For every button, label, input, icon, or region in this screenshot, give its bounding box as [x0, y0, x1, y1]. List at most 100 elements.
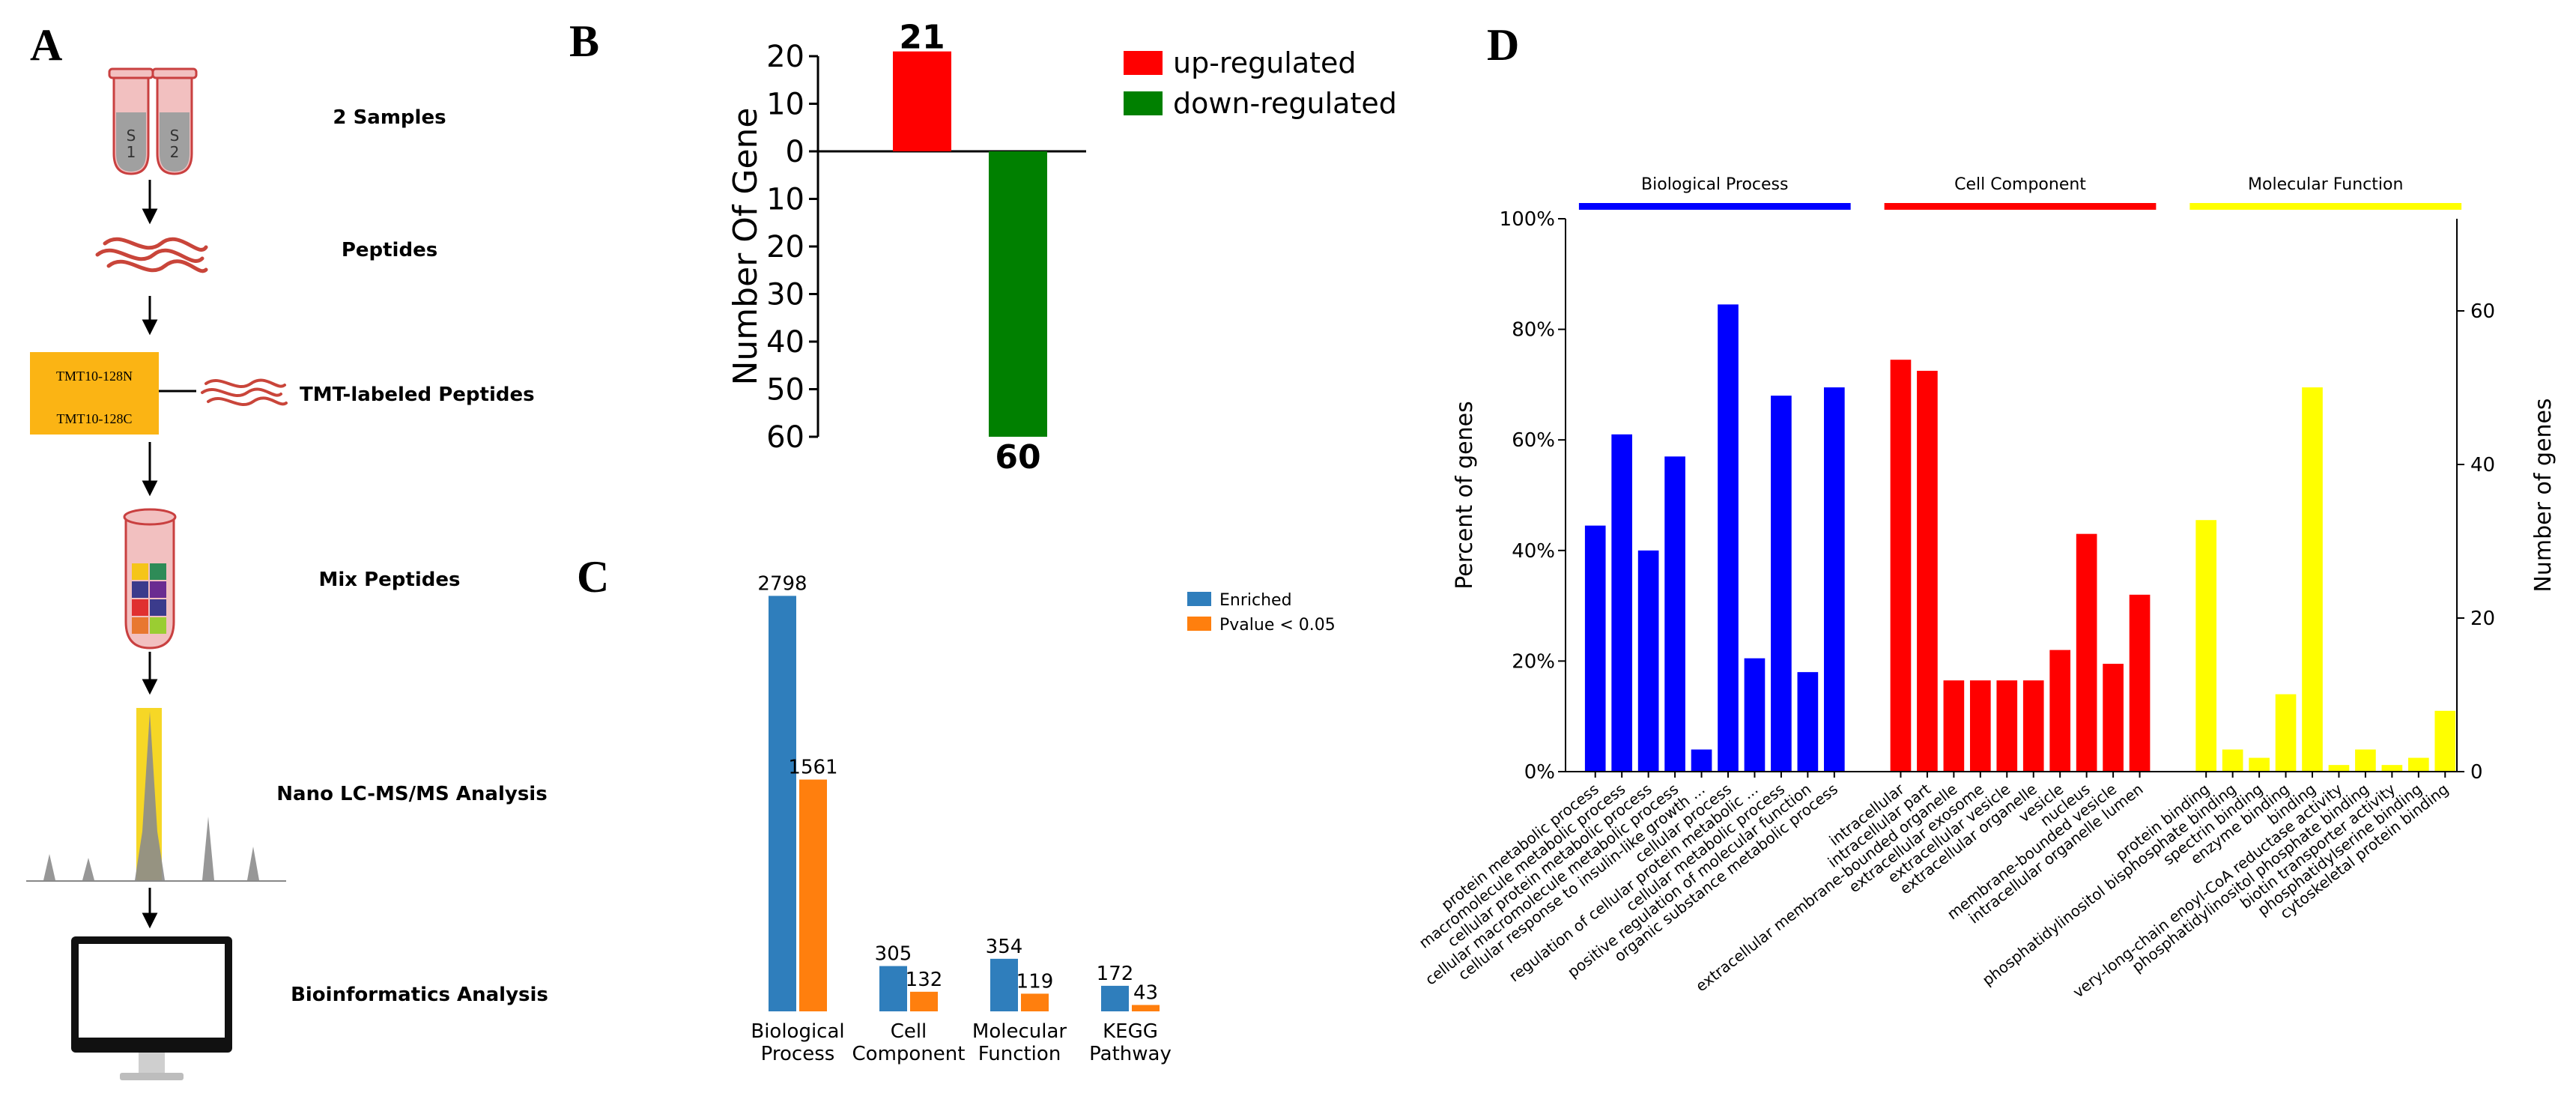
sample-tube-2: S 2	[151, 67, 198, 175]
chart-c-bar-pvalue-0-05	[1021, 993, 1049, 1011]
chart-b-y-tick-label: 20	[766, 230, 804, 264]
chart-b-y-tick-label: 40	[766, 325, 804, 360]
chart-c-data-label: 2798	[757, 572, 807, 595]
chart-c-x-tick-label: Molecular	[972, 1020, 1067, 1043]
chart-d-bar	[2129, 594, 2151, 772]
chart-c-x-tick-label: Pathway	[1089, 1043, 1172, 1065]
chart-d-bar	[1611, 434, 1633, 772]
chart-d-group-label: Cell Component	[1954, 175, 2086, 194]
chart-c-data-label: 1561	[788, 757, 837, 779]
chart-d-bar	[2355, 749, 2376, 772]
chart-d-bar	[1917, 370, 1938, 772]
chart-c-x-tick-label: Function	[978, 1043, 1061, 1065]
chart-d-bar	[1691, 749, 1712, 772]
chart-b-data-label: 21	[899, 19, 945, 57]
chart-d-bar	[2275, 694, 2297, 772]
chart-d-bar	[1890, 360, 1912, 772]
chart-c-x-tick-label: Cell	[891, 1020, 927, 1043]
sample-tube-1: S 1	[108, 67, 154, 175]
computer-icon	[71, 936, 232, 1080]
chart-c-x-tick-label: Process	[761, 1043, 835, 1065]
chart-d-bar	[1797, 672, 1819, 772]
chart-c-legend-label: Enriched	[1219, 591, 1292, 610]
step-label-samples: 2 Samples	[333, 106, 446, 129]
chart-d-group-bar	[2189, 203, 2462, 210]
chart-d-bar	[1664, 456, 1685, 772]
chart-d-group-bar	[1884, 203, 2157, 210]
chart-c-bar-pvalue-0-05	[910, 991, 938, 1011]
chart-b-y-tick-label: 10	[766, 88, 804, 122]
chart-d-bar	[2076, 533, 2097, 772]
workflow-arrows	[142, 180, 196, 929]
chart-d-left-axis-title: Percent of genes	[1452, 401, 1478, 589]
peptides-icon	[95, 237, 208, 273]
chart-d-right-axis-title: Number of genes	[2530, 398, 2557, 592]
chart-c-legend-swatch	[1187, 617, 1211, 631]
chart-b-legend-swatch	[1124, 51, 1163, 75]
chart-d-left-tick-label: 80%	[1512, 319, 1555, 342]
step-label-peptides: Peptides	[342, 239, 437, 261]
step-label-tmt-labeled: TMT-labeled Peptides	[300, 384, 535, 406]
chart-c-data-label: 43	[1133, 981, 1158, 1004]
chart-b-bar-down-regulated	[989, 151, 1047, 437]
chart-d-group-label: Biological Process	[1641, 175, 1788, 194]
sample-tube-1-letter: S	[127, 127, 136, 145]
chart-c-data-label: 305	[875, 943, 912, 966]
chart-b-y-tick-label: 50	[766, 373, 804, 408]
chart-b-y-tick-label: 60	[766, 420, 804, 455]
chart-d-bar	[1771, 396, 1792, 772]
sample-tube-2-letter: S	[170, 127, 180, 145]
sample-tube-1-number: 1	[127, 143, 136, 161]
chart-d-bar	[2049, 650, 2071, 772]
chart-d-bar	[1744, 658, 1766, 772]
chart-b-legend-label: down-regulated	[1173, 87, 1397, 120]
chart-b-data-label: 60	[995, 438, 1040, 476]
chart-c-x-tick-label: Component	[852, 1043, 966, 1065]
tmt-peptides-icon	[201, 378, 288, 407]
chart-d-group-bar	[1578, 203, 1851, 210]
tmt-label-128c: TMT10-128C	[57, 411, 133, 426]
chart-d-left-tick-label: 40%	[1512, 540, 1555, 563]
chart-b-legend-swatch	[1124, 91, 1163, 115]
chart-c-bar-pvalue-0-05	[1132, 1005, 1160, 1011]
chart-b-y-tick-label: 0	[786, 135, 804, 169]
chart-b-y-tick-label: 20	[766, 40, 804, 74]
chart-d-bar	[1969, 680, 1991, 772]
chart-c-bar-enriched	[990, 958, 1018, 1011]
chart-d-bar	[2302, 387, 2323, 772]
tmt-label-box	[30, 352, 159, 435]
chart-c-x-tick-label: Biological	[751, 1020, 844, 1043]
chart-d-bar	[1943, 680, 1965, 772]
chart-d-left-tick-label: 100%	[1500, 208, 1555, 231]
chart-c-bar-enriched	[769, 596, 796, 1011]
chart-c-bar-enriched	[1101, 985, 1129, 1011]
chart-d-right-tick-label: 60	[2470, 300, 2495, 323]
chart-c-legend-label: Pvalue < 0.05	[1219, 616, 1336, 635]
mix-tube-icon	[123, 508, 177, 650]
panel-label-a: A	[30, 20, 62, 70]
chart-d-left-tick-label: 60%	[1512, 429, 1555, 452]
chart-d-right-tick-label: 20	[2470, 608, 2495, 630]
chart-d-bar	[2434, 710, 2456, 772]
chart-d-bar	[1996, 680, 2018, 772]
chart-d-bar	[2407, 757, 2429, 772]
chart-b-y-tick-label: 10	[766, 183, 804, 217]
chart-d-right-tick-label: 40	[2470, 454, 2495, 476]
chart-d-bar	[2381, 765, 2403, 772]
chart-b-legend-label: up-regulated	[1173, 46, 1357, 79]
chart-c-data-label: 172	[1097, 963, 1134, 985]
panel-label-b: B	[569, 16, 599, 66]
chart-c-data-label: 119	[1016, 970, 1054, 993]
chart-d-right-tick-label: 0	[2470, 761, 2483, 784]
chart-d-bar	[2222, 749, 2243, 772]
chart-c-bar-enriched	[879, 966, 907, 1011]
chart-d-left-tick-label: 20%	[1512, 650, 1555, 673]
workflow-diagram: S 1 S 2	[26, 67, 548, 1080]
chart-b-y-axis-title: Number Of Gene	[727, 108, 765, 386]
chart-d-bar	[1637, 550, 1659, 772]
sample-tubes: S 1 S 2	[108, 67, 198, 175]
chart-d-go-classification: 0% 20% 40% 60% 80% 100% 0 20 40 60 Percent of gene…	[1416, 175, 2557, 1002]
chart-b-bar-up-regulated	[893, 51, 951, 152]
